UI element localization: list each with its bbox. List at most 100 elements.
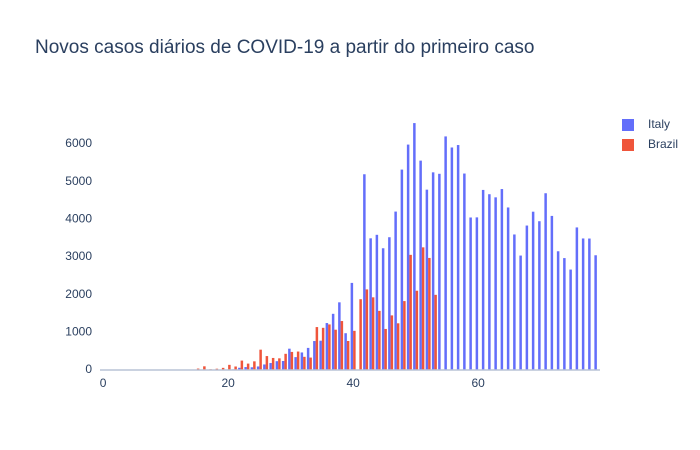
bar	[300, 352, 304, 370]
bar	[556, 251, 560, 370]
bar	[378, 310, 381, 370]
bar	[406, 144, 410, 370]
bar	[400, 169, 404, 370]
bar	[281, 361, 285, 370]
bar	[238, 367, 241, 370]
bar	[413, 123, 416, 370]
y-tick-label: 2000	[65, 287, 92, 301]
bar	[434, 294, 437, 370]
bar	[284, 353, 287, 370]
bar	[394, 211, 397, 370]
bar	[384, 328, 387, 370]
bar	[353, 330, 356, 370]
bar	[315, 327, 319, 370]
bar	[259, 349, 262, 370]
bar	[340, 321, 344, 370]
y-tick-label: 1000	[65, 325, 92, 339]
bar	[488, 194, 491, 370]
bar	[371, 297, 375, 370]
bar	[403, 301, 406, 370]
bar	[265, 356, 269, 370]
x-tick-label: 40	[346, 376, 360, 390]
bar	[271, 357, 275, 370]
bar	[506, 207, 510, 370]
x-tick-label: 0	[100, 376, 107, 390]
bar	[388, 237, 391, 370]
y-tick-label: 4000	[65, 212, 92, 226]
bar	[375, 234, 379, 370]
bar	[319, 340, 322, 370]
bar	[234, 366, 237, 370]
bar	[409, 254, 412, 370]
bar	[538, 221, 541, 370]
legend-swatch	[622, 139, 634, 151]
bar	[288, 348, 291, 370]
bar	[269, 363, 272, 370]
bar	[494, 197, 497, 370]
bar	[438, 173, 441, 370]
bar	[544, 193, 547, 370]
bar	[325, 323, 329, 370]
bar	[369, 238, 372, 370]
bar	[328, 324, 331, 370]
bar	[256, 366, 260, 370]
bar	[363, 174, 366, 370]
bar	[306, 347, 310, 370]
x-tick-label: 20	[221, 376, 235, 390]
bar	[431, 172, 435, 370]
bar	[519, 255, 522, 370]
bar	[240, 360, 244, 370]
bar	[350, 282, 354, 370]
bar	[415, 290, 419, 370]
x-tick-label: 60	[471, 376, 485, 390]
y-tick-label: 3000	[65, 249, 92, 263]
bar	[481, 189, 485, 370]
bar	[428, 257, 431, 370]
bar	[513, 234, 516, 370]
bar	[594, 255, 597, 370]
bar	[244, 367, 247, 370]
y-tick-label: 0	[85, 362, 92, 376]
bar	[278, 358, 281, 370]
bar	[263, 364, 266, 370]
bar	[221, 367, 225, 370]
bar	[390, 315, 394, 370]
bar	[309, 357, 312, 370]
bar	[575, 227, 579, 370]
bar	[338, 302, 341, 370]
bar	[294, 357, 297, 370]
bar	[344, 333, 347, 370]
y-tick-label: 6000	[65, 136, 92, 150]
bar	[563, 258, 566, 370]
bar	[290, 351, 294, 370]
bar	[475, 217, 479, 370]
bar	[275, 361, 279, 370]
bar	[588, 238, 591, 370]
y-tick-label: 5000	[65, 174, 92, 188]
bar	[419, 160, 422, 370]
bar	[569, 269, 572, 370]
bar	[525, 225, 529, 370]
bar	[396, 323, 400, 370]
bar	[203, 366, 206, 370]
bar	[500, 189, 504, 370]
legend-label: Brazil	[648, 137, 678, 151]
bar	[550, 215, 554, 370]
legend-label: Italy	[648, 117, 670, 131]
bar	[253, 361, 256, 370]
bar	[421, 247, 425, 370]
bar	[246, 363, 250, 370]
bar	[313, 341, 316, 370]
bar	[463, 173, 466, 370]
bar	[359, 299, 362, 370]
bar	[346, 341, 350, 370]
bar	[456, 145, 460, 370]
legend-swatch	[622, 119, 634, 131]
bar	[450, 147, 454, 370]
bar	[444, 136, 447, 370]
bar	[296, 351, 300, 370]
bar	[331, 313, 335, 370]
bar	[334, 329, 337, 370]
bar	[321, 327, 325, 370]
